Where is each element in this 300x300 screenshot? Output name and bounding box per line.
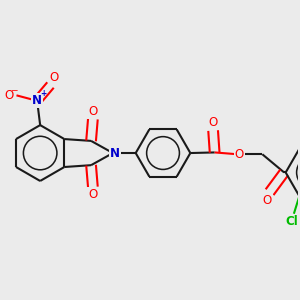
Text: Cl: Cl — [285, 215, 298, 228]
Text: O: O — [88, 188, 98, 201]
Text: +: + — [41, 89, 47, 98]
Text: N: N — [110, 146, 120, 160]
Text: O: O — [4, 89, 14, 102]
Text: O: O — [262, 194, 272, 207]
Text: O: O — [88, 105, 98, 118]
Text: O: O — [50, 71, 59, 84]
Text: N: N — [32, 94, 42, 107]
Text: O: O — [208, 116, 218, 129]
Text: O: O — [235, 148, 244, 161]
Text: −: − — [10, 85, 18, 94]
